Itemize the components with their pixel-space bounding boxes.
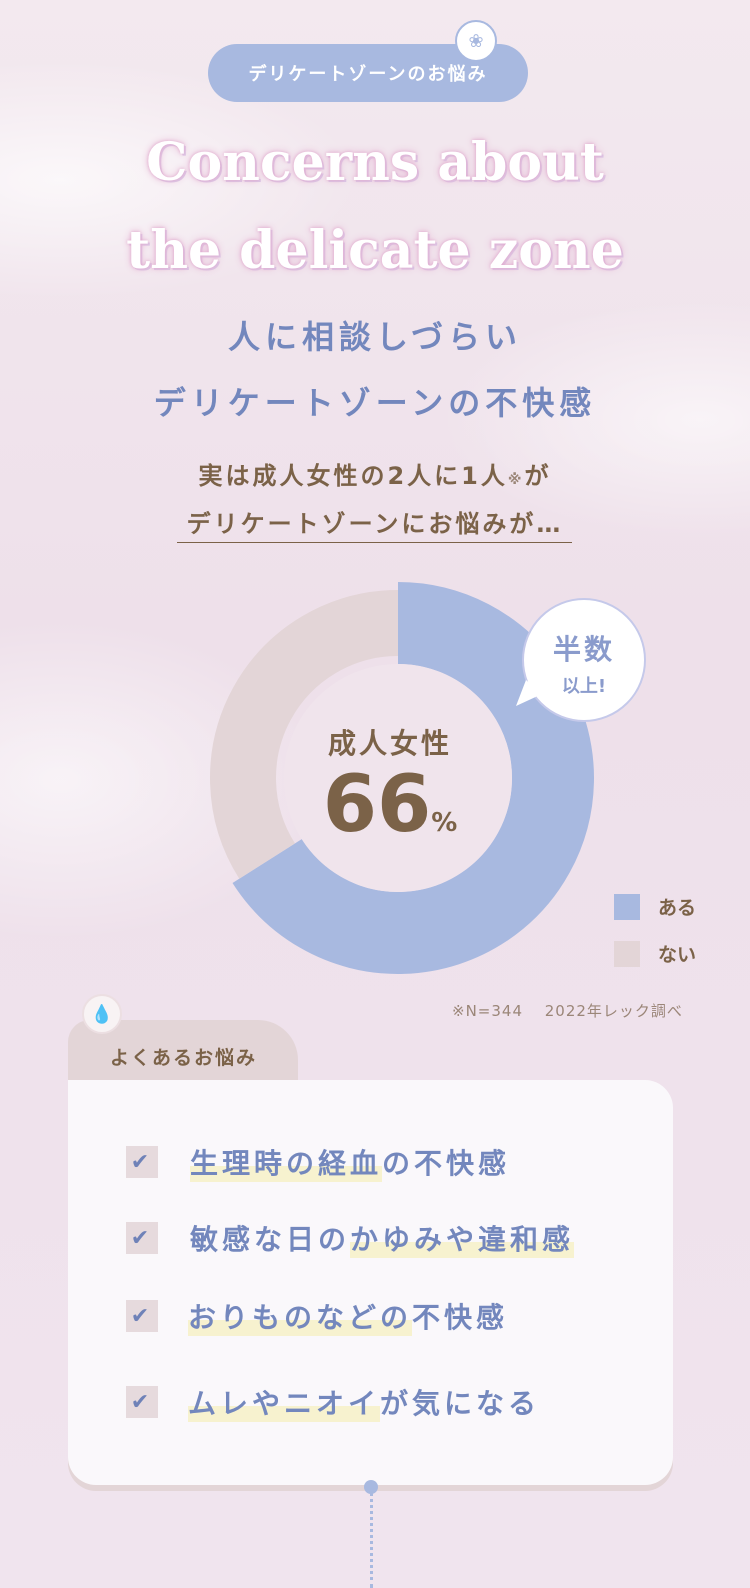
title-jp-line2: デリケートゾーンの不快感 [153,384,597,422]
concerns-title: よくあるお悩み [110,1047,258,1069]
check-icon: ✔ [126,1386,158,1418]
droplets-icon: ❀ [455,20,497,62]
speech-bubble: 半数 以上! [522,598,646,722]
title-en-line1: Concerns about [146,132,604,193]
pill-label: デリケートゾーンのお悩み [248,64,488,85]
droplet-icon: 💧 [82,994,122,1034]
title-jp-line1: 人に相談しづらい [227,318,523,356]
center-value: 66% [322,760,458,850]
list-item: ✔ 敏感な日の かゆみや違和感 [126,1218,575,1258]
list-item: ✔ 生理時の経血 の不快感 [126,1142,510,1182]
donut-chart [210,582,594,974]
lead-line2: デリケートゾーンにお悩みが… [186,510,564,538]
survey-note: ※N=344 2022年レック調べ [452,1002,683,1020]
check-icon: ✔ [126,1222,158,1254]
donut-hole [284,664,512,892]
center-label: 成人女性 [327,727,452,760]
check-icon: ✔ [126,1300,158,1332]
list-item: ✔ ムレやニオイ が気になる [126,1382,540,1422]
dotted-connector [370,1486,373,1588]
check-icon: ✔ [126,1146,158,1178]
lead-line1: 実は成人女性の2人に1人※が [198,462,552,490]
legend-item-yes: ある [614,893,696,920]
concerns-card [68,1080,673,1485]
legend-item-no: ない [614,940,696,967]
donut-slice-2 [210,590,399,879]
underline [177,542,572,543]
title-en-line2: the delicate zone [126,220,624,281]
donut-slice-1 [232,582,594,974]
list-item: ✔ おりものなどの 不快感 [126,1296,508,1336]
bubble-tail [516,680,542,706]
